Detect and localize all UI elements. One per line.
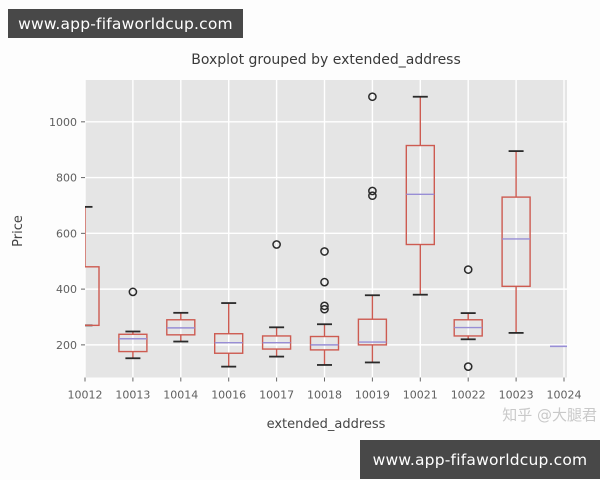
boxplot-10016: [213, 302, 244, 368]
top-site-banner-text: www.app-fifaworldcup.com: [18, 14, 233, 33]
boxplot-10012: [85, 205, 100, 327]
boxplot-series: [85, 92, 567, 371]
x-tick-label: 10017: [259, 389, 294, 402]
boxplot-10017: [261, 240, 292, 358]
x-tick-label: 10021: [403, 389, 438, 402]
flier-point: [368, 92, 377, 102]
boxplot-10021: [405, 95, 435, 296]
box: [501, 196, 531, 288]
flier-point: [463, 265, 473, 274]
box: [357, 318, 388, 346]
boxplot-10019: [357, 92, 388, 364]
boxplot-10022: [453, 265, 483, 371]
boxplot-10013: [118, 287, 148, 360]
flier-point: [320, 304, 329, 314]
flier-point: [320, 247, 329, 256]
bottom-site-banner: www.app-fifaworldcup.com: [360, 440, 600, 479]
plot-background: [85, 80, 567, 378]
chart-title: Boxplot grouped by extended_address: [191, 52, 461, 68]
axis-tick-labels: 200 400 600 800 1000 10012 10013 10014 10016 1001…: [49, 116, 582, 402]
flier-point: [320, 277, 329, 287]
boxplot-10023: [501, 150, 531, 334]
flier-point: [368, 186, 377, 196]
flier-point: [320, 301, 329, 311]
flier-point: [368, 191, 377, 201]
axis-ticks: [81, 121, 565, 382]
y-tick-label: 200: [56, 339, 77, 352]
x-tick-label: 10014: [163, 389, 198, 402]
flier-point: [272, 240, 281, 249]
box: [309, 335, 340, 351]
box: [85, 266, 100, 327]
x-tick-label: 10022: [451, 389, 486, 402]
x-tick-label: 10016: [211, 389, 246, 402]
flier-point: [463, 362, 473, 371]
x-tick-label: 10023: [499, 389, 534, 402]
top-site-banner: www.app-fifaworldcup.com: [8, 9, 243, 38]
flier-point: [128, 287, 138, 297]
y-tick-label: 1000: [49, 116, 77, 129]
boxplot-10018: [309, 247, 340, 366]
watermark-text: 知乎 @大腿君: [502, 406, 597, 424]
box: [213, 333, 244, 354]
x-tick-label: 10018: [307, 389, 342, 402]
x-tick-label: 10012: [68, 389, 103, 402]
x-tick-label: 10019: [355, 389, 390, 402]
x-axis-label: extended_address: [267, 417, 386, 432]
x-tick-label: 10013: [115, 389, 150, 402]
y-tick-label: 600: [56, 227, 77, 240]
y-tick-label: 400: [56, 283, 77, 296]
boxplot-10014: [166, 311, 196, 343]
x-tick-label: 10024: [547, 389, 582, 402]
y-tick-label: 800: [56, 172, 77, 185]
box: [118, 333, 148, 353]
bottom-site-banner-text: www.app-fifaworldcup.com: [372, 450, 588, 469]
y-axis-label: Price: [11, 215, 26, 247]
